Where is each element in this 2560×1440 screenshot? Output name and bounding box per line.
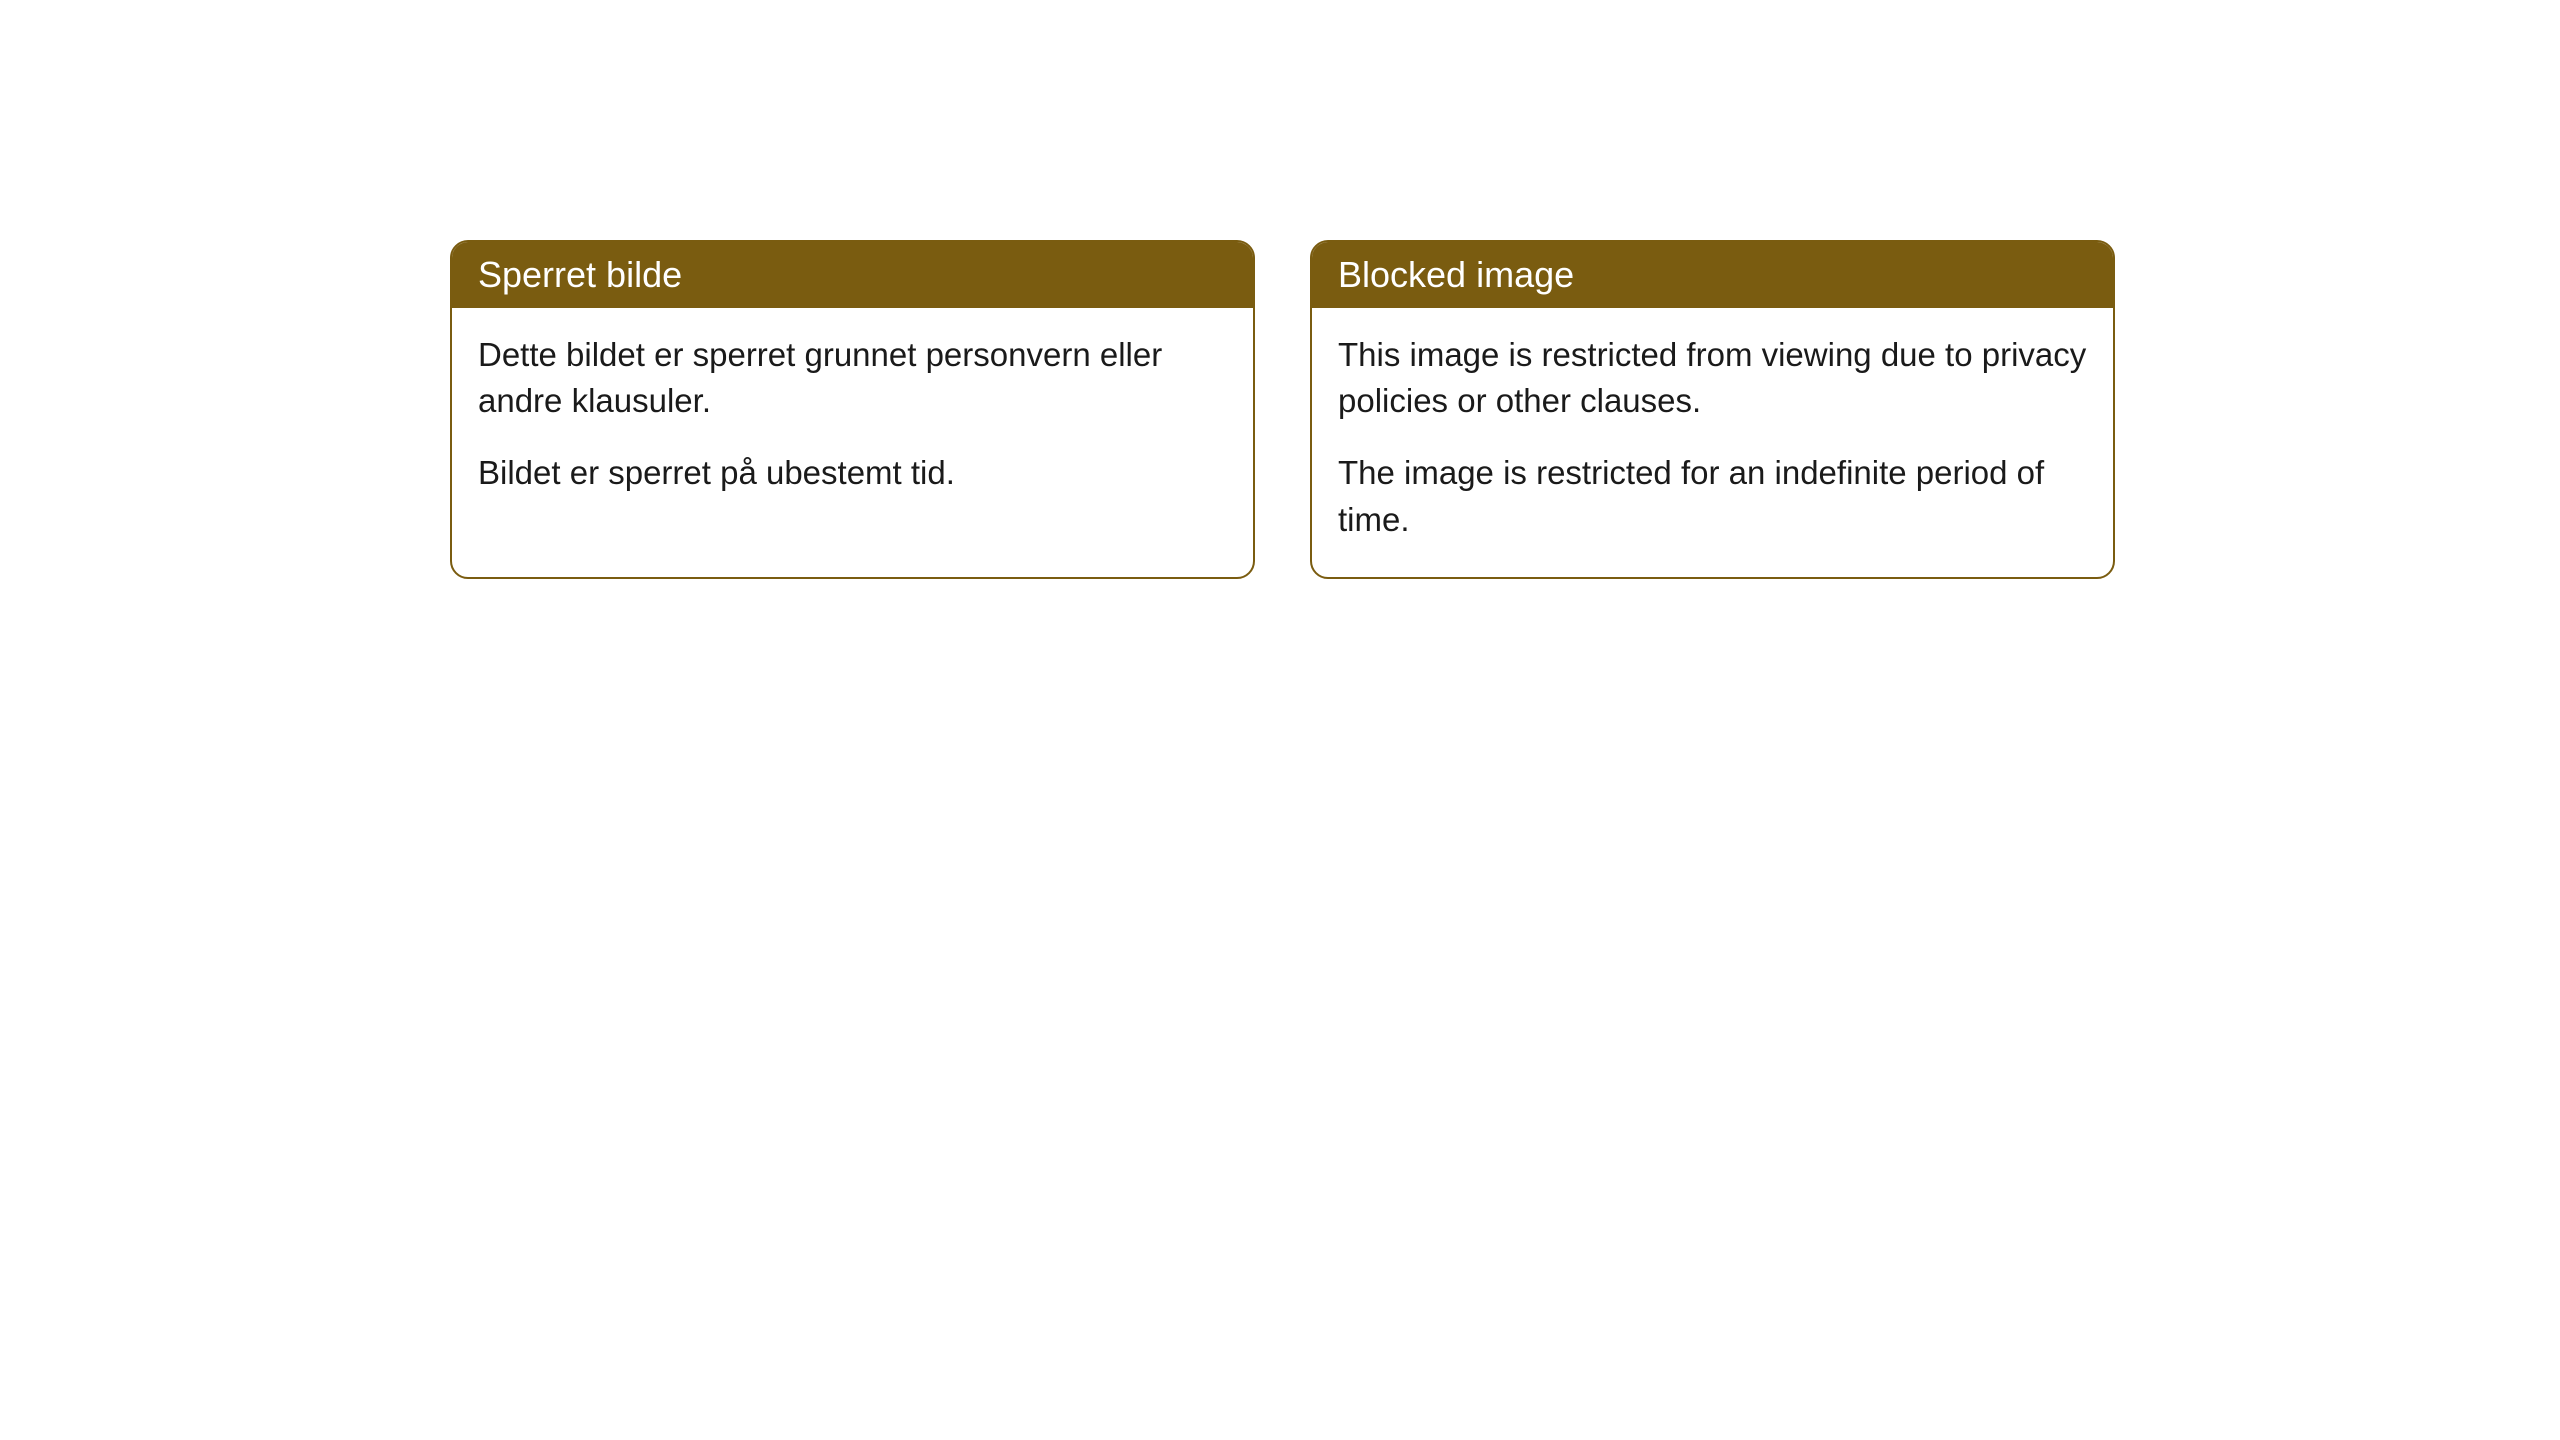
card-paragraph: Dette bildet er sperret grunnet personve… bbox=[478, 332, 1227, 424]
card-header: Blocked image bbox=[1312, 242, 2113, 308]
card-body: Dette bildet er sperret grunnet personve… bbox=[452, 308, 1253, 531]
card-title: Blocked image bbox=[1338, 254, 1574, 295]
notice-cards-container: Sperret bilde Dette bildet er sperret gr… bbox=[450, 240, 2560, 579]
card-paragraph: Bildet er sperret på ubestemt tid. bbox=[478, 450, 1227, 496]
notice-card-norwegian: Sperret bilde Dette bildet er sperret gr… bbox=[450, 240, 1255, 579]
card-title: Sperret bilde bbox=[478, 254, 682, 295]
card-paragraph: This image is restricted from viewing du… bbox=[1338, 332, 2087, 424]
notice-card-english: Blocked image This image is restricted f… bbox=[1310, 240, 2115, 579]
card-paragraph: The image is restricted for an indefinit… bbox=[1338, 450, 2087, 542]
card-body: This image is restricted from viewing du… bbox=[1312, 308, 2113, 577]
card-header: Sperret bilde bbox=[452, 242, 1253, 308]
